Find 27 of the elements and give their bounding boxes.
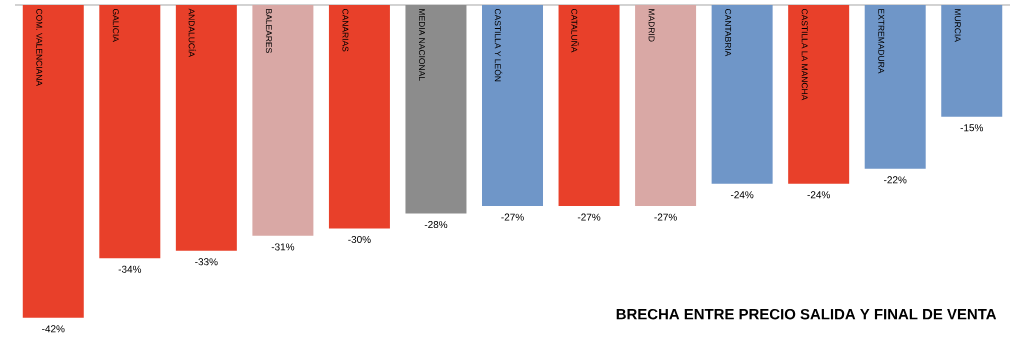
data-label: -34% <box>118 265 142 273</box>
x-tick-label: COM. VALENCIANA <box>36 8 43 86</box>
data-label: -33% <box>195 258 218 266</box>
data-label: -27% <box>654 213 677 221</box>
text: BRECHA ENTRE PRECIO SALIDA Y FINAL DE VENTA <box>616 308 997 320</box>
data-label: -27% <box>501 213 524 221</box>
x-tick-label: MEDIA NACIONAL <box>418 9 425 81</box>
x-tick-label: CANARIAS <box>342 8 349 52</box>
x-tick-label: BALEARES <box>265 9 272 53</box>
data-label: -15% <box>960 124 984 132</box>
x-tick-label: CATALUÑA <box>571 8 579 53</box>
x-tick-label: CANTABRIA <box>725 8 732 57</box>
data-label: -24% <box>807 191 830 199</box>
data-label: -31% <box>271 243 295 251</box>
data-label: -27% <box>577 213 601 221</box>
x-tick-label: MURCIA <box>954 9 961 42</box>
data-label: -24% <box>730 191 754 199</box>
x-tick-label: EXTREMADURA <box>878 9 885 74</box>
x-tick-label: CASTILLA Y LEÓN <box>494 8 503 82</box>
data-label: -42% <box>42 325 65 333</box>
x-tick-label: GALICIA <box>112 8 119 42</box>
data-label: -30% <box>348 235 371 243</box>
x-tick-label: ANDALUCÍA <box>188 8 197 57</box>
x-tick-label: CASTILLA LA MANCHA <box>801 8 808 101</box>
data-label: -28% <box>424 221 448 229</box>
x-tick-label: MADRID <box>648 9 655 42</box>
data-label: -22% <box>884 176 907 184</box>
